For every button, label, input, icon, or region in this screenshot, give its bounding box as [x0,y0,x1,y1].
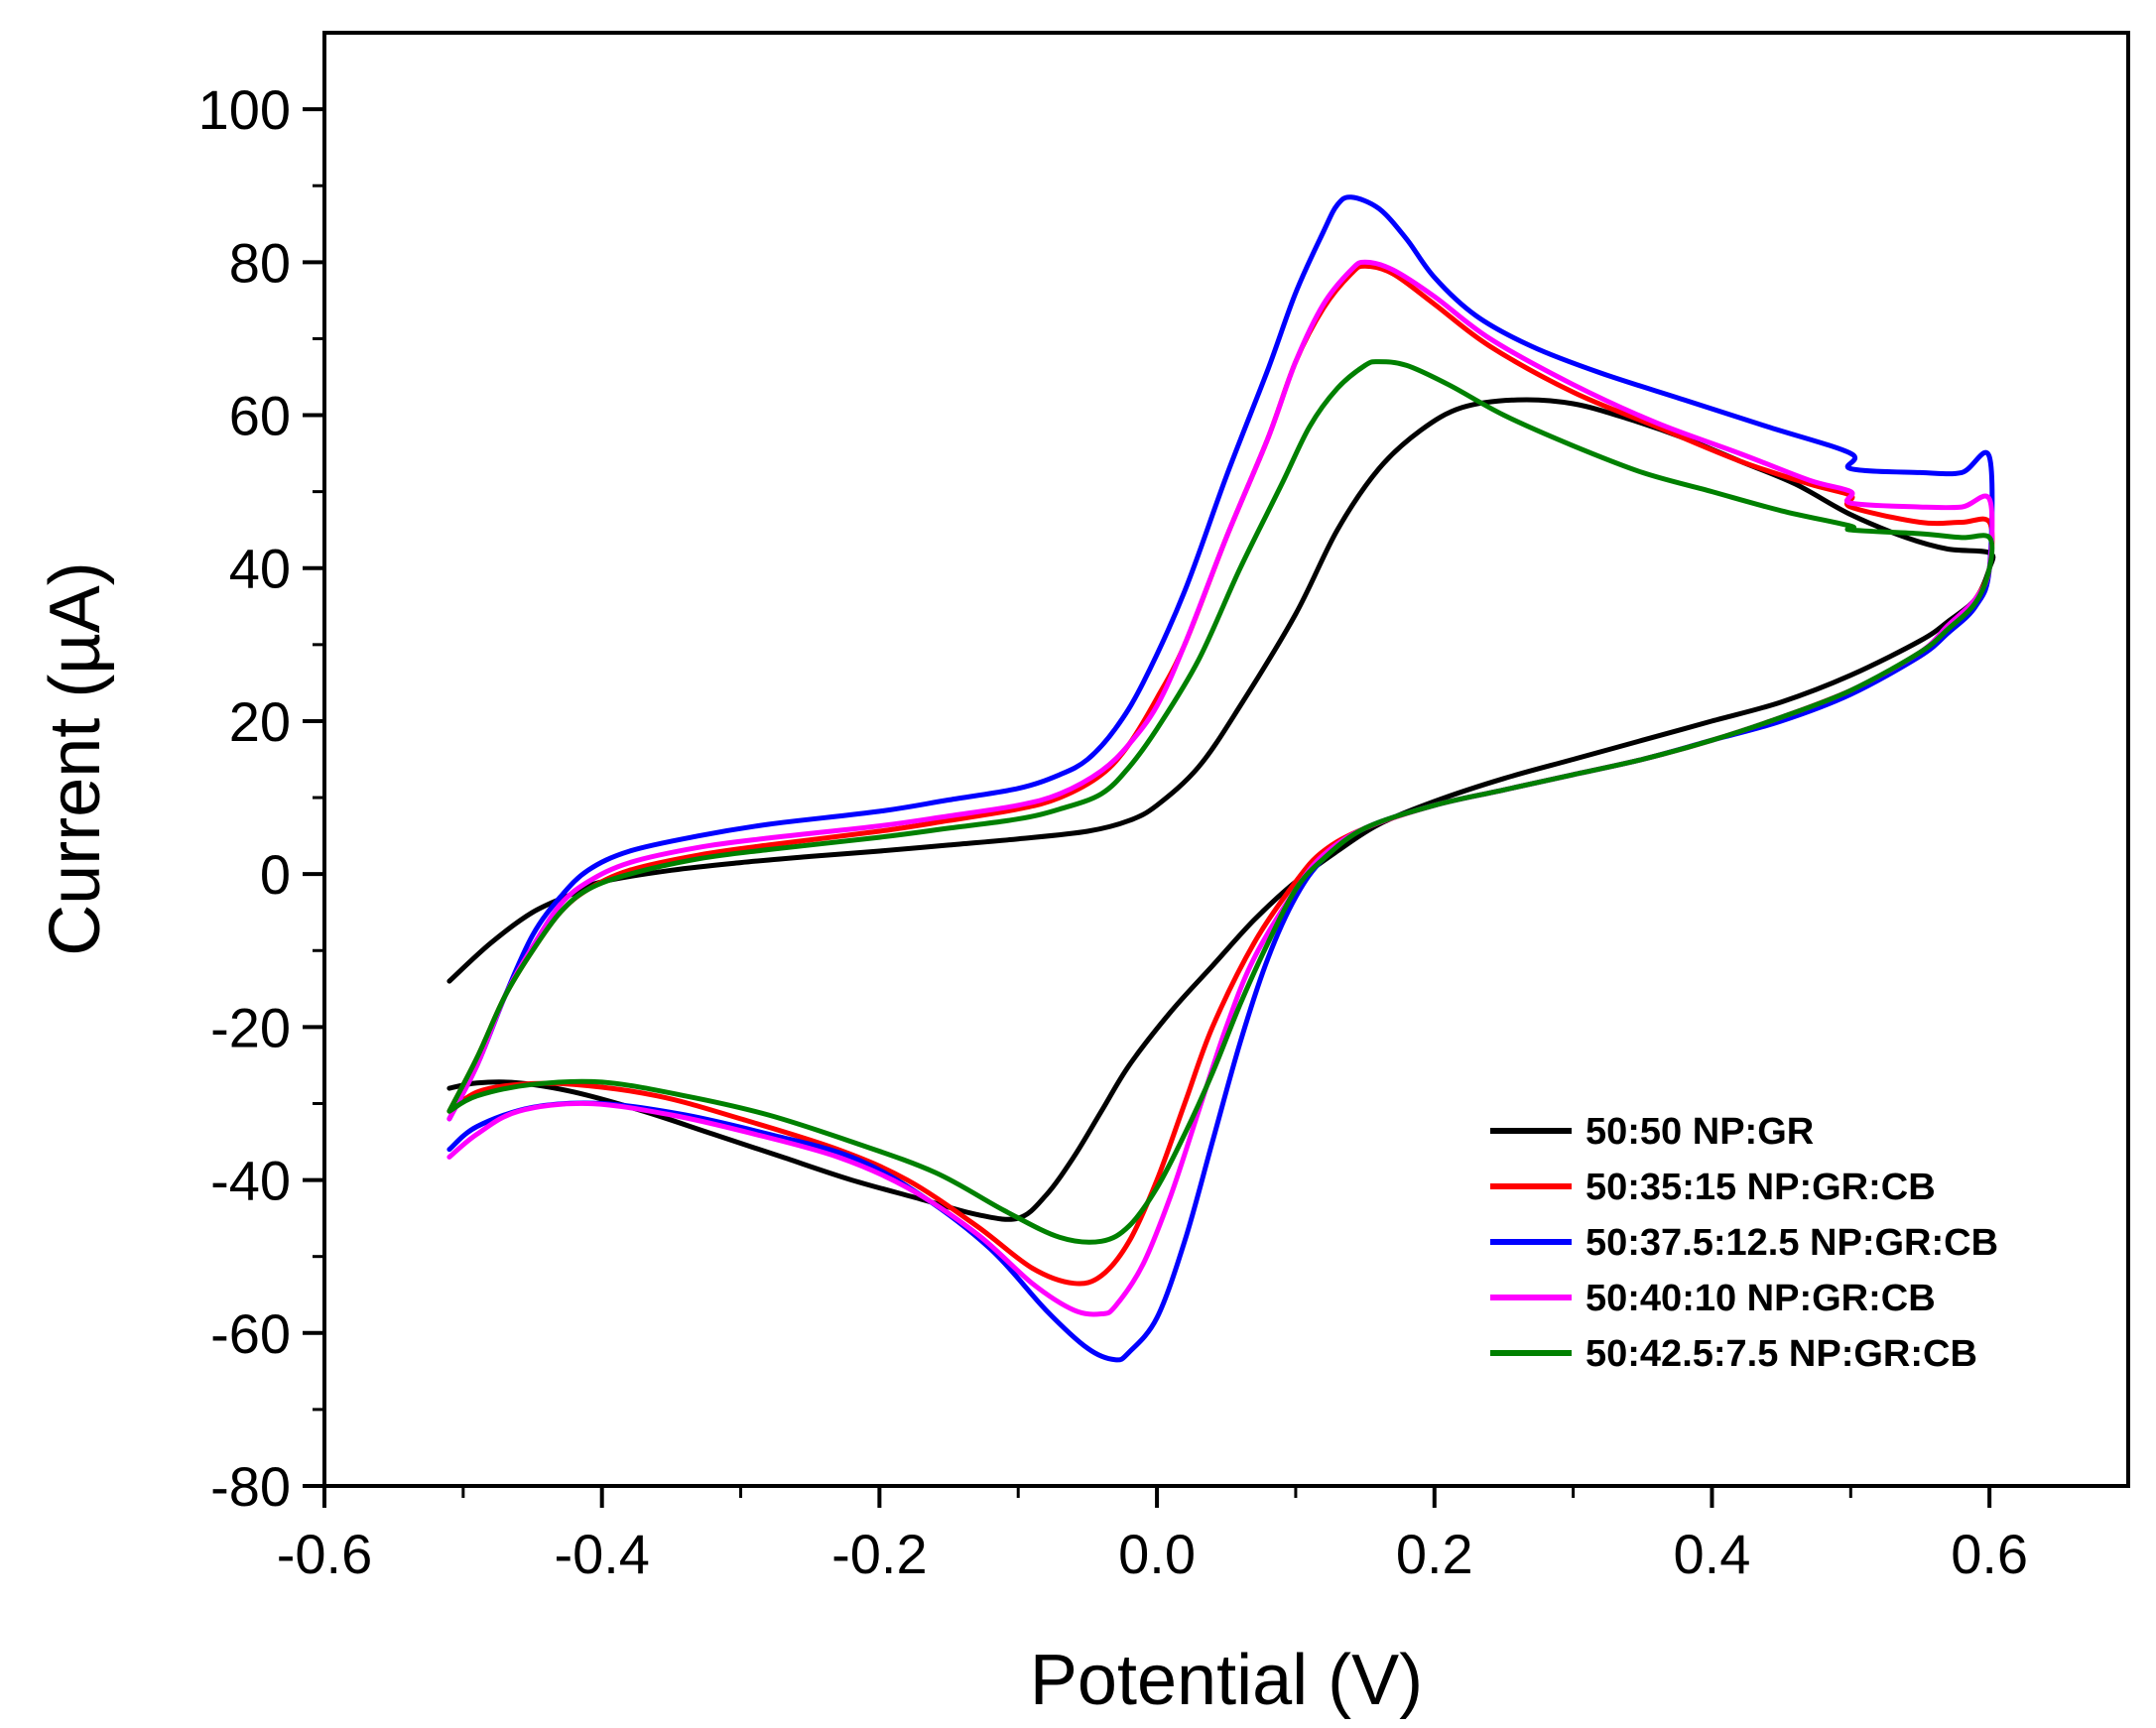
legend-label-3: 50:37.5:12.5 NP:GR:CB [1585,1222,1998,1264]
x-tick-label: 0.2 [1396,1523,1473,1585]
plot-frame [322,31,2130,1488]
series-layer [446,194,1996,1363]
x-tick-label: 0.4 [1674,1523,1751,1585]
series-line-5 [446,359,1995,1245]
legend-label-2: 50:35:15 NP:GR:CB [1585,1167,1936,1208]
x-axis-title: Potential (V) [1030,1641,1423,1720]
legend-label-4: 50:40:10 NP:GR:CB [1585,1278,1936,1319]
legend-label-5: 50:42.5:7.5 NP:GR:CB [1585,1333,1977,1375]
y-axis-title: Current (µA) [36,561,115,956]
legend: 50:50 NP:GR 50:35:15 NP:GR:CB 50:37.5:12.5… [1490,1111,1998,1375]
x-tick-label: 0.0 [1118,1523,1196,1585]
y-tick-label: 40 [229,538,291,600]
y-tick-label: 20 [229,690,291,753]
series-line-2 [446,263,1995,1287]
y-tick-label: -20 [210,996,291,1058]
x-tick-label: 0.6 [1951,1523,2028,1585]
x-tick-label: -0.4 [554,1523,650,1585]
series-line-4 [446,259,1995,1317]
y-tick-label: 60 [229,385,291,447]
y-tick-label: -80 [210,1455,291,1518]
y-tick-label: 80 [229,231,291,294]
y-tick-label: 100 [198,78,291,141]
x-tick-label: -0.2 [831,1523,928,1585]
y-tick-label: 0 [260,843,291,906]
y-tick-label: -60 [210,1302,291,1365]
y-tick-label: -40 [210,1150,291,1212]
ticks-layer: -0.6 -0.4 -0.2 0.0 0.2 0.4 0.6 -80 -60 -40 -20 0 20 4… [198,78,2029,1585]
series-line-3 [446,194,1995,1363]
legend-label-1: 50:50 NP:GR [1585,1111,1814,1153]
x-tick-label: -0.6 [277,1523,373,1585]
